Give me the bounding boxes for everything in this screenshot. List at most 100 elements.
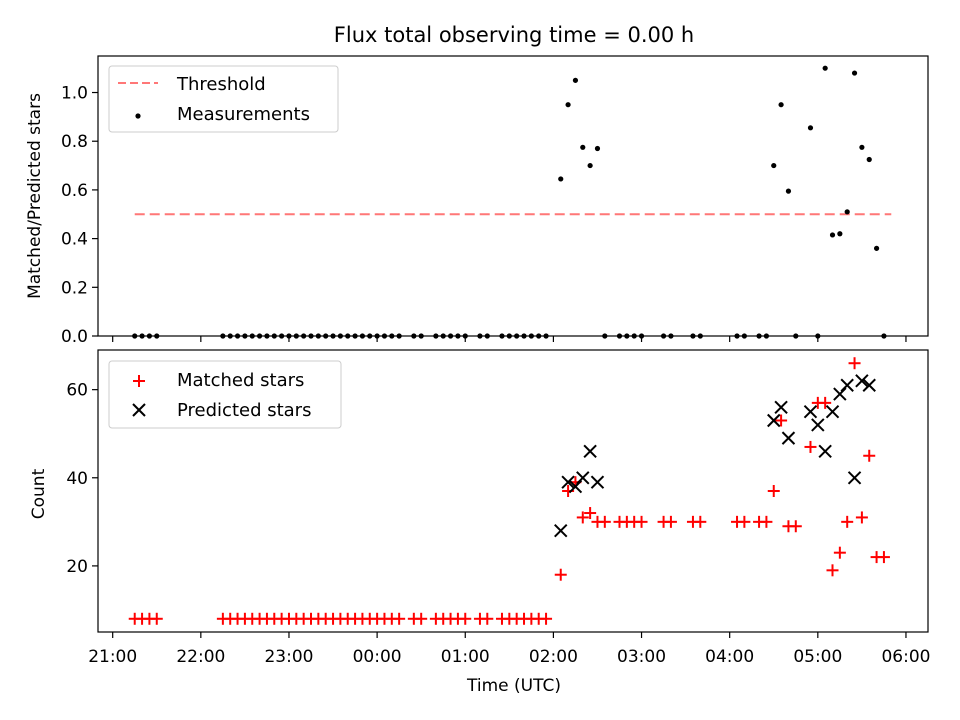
measurement-point [668, 333, 674, 339]
matched-stars-points [128, 357, 890, 625]
matched-star-marker [804, 440, 817, 453]
matched-star-marker [481, 612, 494, 625]
measurement-point [514, 333, 520, 339]
measurement-point [660, 333, 667, 339]
predicted-star-stroke-b [803, 404, 818, 419]
predicted-star-stroke-b [561, 475, 575, 489]
measurement-point [697, 333, 703, 339]
measurement-point [484, 333, 490, 339]
bottom-x-tick-label: 23:00 [264, 647, 313, 667]
matched-star-marker [841, 515, 854, 528]
predicted-star-stroke-b [774, 400, 788, 414]
measurement-point [851, 70, 858, 76]
measurement-point [572, 77, 579, 83]
measurement-point [594, 145, 601, 152]
matched-star-marker [150, 612, 163, 625]
matched-star-marker [415, 612, 428, 625]
measurement-point [624, 333, 630, 339]
matched-star-marker [877, 551, 890, 564]
bottom-x-tick-label: 22:00 [176, 647, 225, 667]
bottom-y-tick-label: 40 [66, 469, 88, 489]
predicted-star-marker [818, 444, 832, 459]
threshold-legend-label: Threshold [176, 74, 266, 95]
measurement-point [447, 333, 454, 339]
predicted-star-stroke-b [855, 374, 869, 388]
measurement-point [793, 333, 799, 339]
measurement-point [499, 333, 505, 339]
measurement-point [455, 333, 461, 339]
predicted-star-stroke-b [840, 378, 854, 392]
top-y-tick-label: 0.8 [61, 132, 88, 152]
bottom-x-tick-label: 04:00 [705, 647, 754, 667]
top-y-tick-label: 0.2 [61, 278, 88, 298]
predicted-legend-label: Predicted stars [177, 400, 311, 421]
measurement-point [440, 333, 446, 339]
measurement-point [734, 333, 740, 339]
bottom-x-tick-label: 02:00 [529, 647, 578, 667]
top-y-axis-label: Matched/Predicted stars [25, 93, 45, 299]
measurement-point [279, 333, 285, 339]
predicted-star-marker [590, 475, 605, 489]
measurement-point [271, 333, 277, 339]
predicted-star-marker [825, 404, 840, 419]
predicted-star-stroke-b [781, 431, 796, 445]
top-y-tick-label: 0.6 [61, 181, 88, 201]
measurement-point [352, 333, 358, 339]
measurement-point [433, 333, 439, 339]
bottom-y-tick-label: 20 [66, 557, 88, 577]
measurement-point [506, 333, 512, 339]
measurement-point [521, 333, 527, 339]
predicted-star-marker [840, 378, 854, 392]
measurement-point [396, 333, 402, 339]
measurement-point [374, 333, 380, 339]
matched-star-marker [833, 546, 846, 559]
top-axes-frame [97, 55, 929, 337]
predicted-star-stroke-b [811, 418, 825, 432]
matched-star-marker [694, 515, 707, 528]
measurement-point [778, 102, 784, 108]
measurement-point [411, 333, 417, 339]
bottom-x-tick-label: 05:00 [793, 647, 842, 667]
predicted-star-stroke-b [818, 444, 832, 459]
predicted-legend-swatch [132, 403, 146, 417]
measurement-point [580, 144, 586, 150]
measurement-point [132, 333, 138, 339]
top-legend: Threshold Measurements [108, 65, 339, 133]
bottom-y-ticks: 20 40 60 [66, 381, 98, 577]
measurement-point [264, 333, 270, 339]
measurement-point [256, 333, 263, 339]
measurement-point [234, 333, 241, 339]
top-legend-box [108, 65, 339, 133]
matched-star-marker [819, 396, 832, 409]
measurement-point [741, 333, 747, 339]
measurement-point [587, 162, 593, 169]
predicted-star-stroke-b [554, 523, 568, 538]
matched-star-marker [775, 414, 788, 427]
measurement-point [528, 333, 534, 339]
measurement-point [638, 333, 645, 339]
bottom-x-tick-label: 06:00 [881, 647, 930, 667]
measurements-legend-swatch [135, 113, 141, 119]
measurement-point [323, 333, 329, 339]
matched-star-marker [855, 511, 868, 524]
measurement-point [756, 333, 762, 339]
predicted-star-stroke-b [847, 471, 862, 485]
bottom-x-tick-label: 21:00 [88, 647, 137, 667]
measurement-point [286, 333, 292, 339]
measurement-point [565, 102, 571, 108]
measurement-point [558, 176, 564, 182]
bottom-y-tick-label: 60 [66, 381, 88, 401]
predicted-star-stroke-b [767, 413, 781, 428]
predicted-star-stroke-b [576, 471, 590, 485]
measurement-point [822, 65, 828, 71]
matched-star-marker [826, 564, 839, 577]
measurement-point [330, 333, 336, 339]
bottom-x-tick-label: 01:00 [441, 647, 490, 667]
predicted-star-stroke-b [568, 479, 583, 494]
measurement-point [844, 209, 850, 215]
measurement-point [602, 333, 608, 339]
matched-legend-label: Matched stars [177, 370, 304, 391]
matched-star-marker [863, 449, 876, 462]
measurement-point [771, 162, 777, 169]
measurement-point [462, 333, 468, 339]
